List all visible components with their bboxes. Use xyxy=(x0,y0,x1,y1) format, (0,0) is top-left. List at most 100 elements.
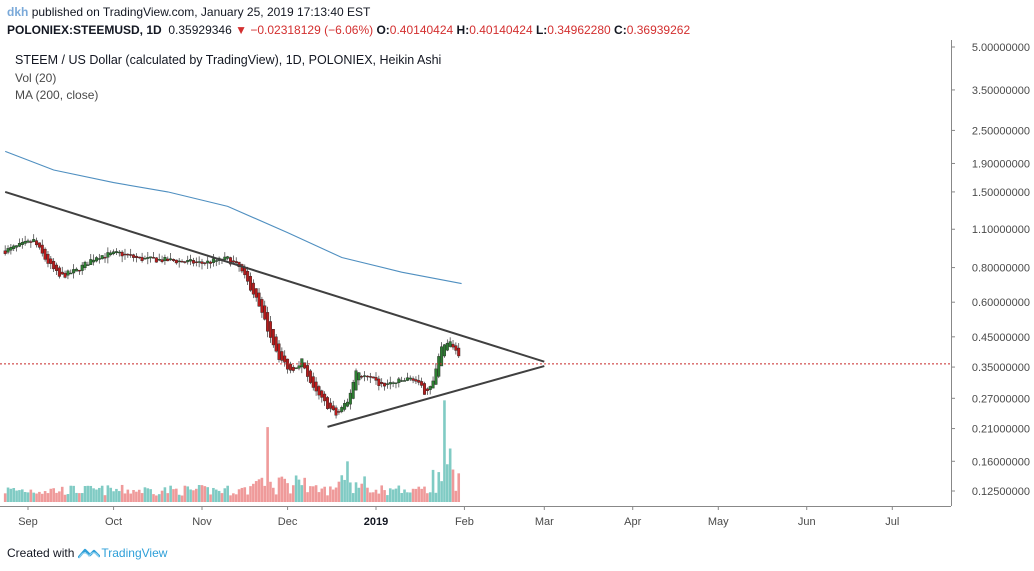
volume-bar xyxy=(43,491,47,502)
volume-bar xyxy=(451,469,455,502)
volume-bar xyxy=(454,490,458,502)
volume-bar xyxy=(40,493,44,502)
volume-bar xyxy=(52,488,55,502)
author-name[interactable]: dkh xyxy=(7,5,29,19)
candle-body xyxy=(260,299,264,313)
x-tick-label: May xyxy=(708,516,729,528)
candle-body xyxy=(69,272,73,275)
volume-bar xyxy=(303,477,306,502)
volume-bar xyxy=(363,476,366,502)
candle-body xyxy=(83,261,87,268)
volume-bar xyxy=(63,494,67,502)
volume-bar xyxy=(437,472,441,502)
volume-bar xyxy=(140,493,144,502)
candle-body xyxy=(191,260,195,264)
candle-body xyxy=(160,259,164,262)
volume-bar xyxy=(100,485,104,502)
candle-body xyxy=(132,254,136,258)
volume-bar xyxy=(311,486,315,502)
volume-bar xyxy=(18,490,21,502)
volume-bar xyxy=(377,493,381,502)
candle-body xyxy=(231,260,235,263)
volume-bar xyxy=(29,489,33,502)
low-label: L: xyxy=(535,23,548,37)
last-price: 0.35929346 xyxy=(168,23,232,37)
volume-bar xyxy=(260,477,264,502)
volume-bar xyxy=(12,488,16,502)
volume-bar xyxy=(309,486,312,502)
candle-body xyxy=(92,259,96,263)
volume-bar xyxy=(283,478,287,502)
volume-bar xyxy=(394,488,398,502)
candle-body xyxy=(431,380,435,389)
plot-background xyxy=(0,40,951,506)
candle-body xyxy=(40,244,44,254)
candle-body xyxy=(246,271,250,282)
y-tick-label: 0.21000000 xyxy=(972,424,1030,436)
candle-body xyxy=(43,248,47,260)
volume-bar xyxy=(58,491,61,502)
volume-bar xyxy=(411,488,415,502)
volume-bar xyxy=(431,469,435,502)
volume-bar xyxy=(357,487,361,502)
volume-bar xyxy=(135,491,138,502)
candle-body xyxy=(17,243,21,247)
candle-body xyxy=(334,407,338,416)
legend-title: STEEM / US Dollar (calculated by Trading… xyxy=(15,53,442,67)
candle-body xyxy=(411,378,415,381)
high-value: 0.40140424 xyxy=(469,23,533,37)
candle-body xyxy=(263,305,267,320)
candle-body xyxy=(451,343,455,348)
volume-bar xyxy=(212,487,215,502)
candle-body xyxy=(37,242,41,248)
high-label: H: xyxy=(456,23,470,37)
candle-body xyxy=(26,240,30,243)
candle-body xyxy=(457,347,461,357)
volume-bar xyxy=(371,492,375,502)
chart-area[interactable]: 5.00000000 3.50000000 2.50000000 1.90000000… xyxy=(0,40,1034,532)
legend-ma: MA (200, close) xyxy=(15,88,99,102)
legend-volume: Vol (20) xyxy=(15,71,57,85)
candle-body xyxy=(437,356,441,377)
volume-bar xyxy=(26,492,30,502)
y-tick-label: 0.16000000 xyxy=(972,456,1030,468)
candle-body xyxy=(326,397,330,409)
candle-body xyxy=(189,259,193,262)
candle-body xyxy=(314,381,318,392)
candle-body xyxy=(454,345,458,351)
candle-body xyxy=(297,365,301,369)
volume-bar xyxy=(86,485,90,502)
ma-200-line xyxy=(5,150,462,285)
volume-bar xyxy=(326,495,329,502)
y-tick-label: 1.10000000 xyxy=(972,224,1030,236)
price-chart[interactable]: 5.00000000 3.50000000 2.50000000 1.90000000… xyxy=(0,40,1034,532)
volume-bar xyxy=(115,488,118,502)
volume-bar xyxy=(314,485,318,502)
y-tick-label: 1.90000000 xyxy=(972,158,1030,170)
volume-bar xyxy=(9,488,13,502)
volume-bar xyxy=(340,475,344,502)
candle-body xyxy=(106,252,110,258)
tradingview-brand[interactable]: TradingView xyxy=(101,546,168,560)
candle-body xyxy=(280,351,284,361)
candle-body xyxy=(89,259,93,265)
symbol-label: POLONIEX:STEEMUSD, 1D xyxy=(7,23,162,37)
candle-body xyxy=(143,257,147,260)
y-tick-label: 0.12500000 xyxy=(972,486,1030,498)
candle-body xyxy=(343,403,347,410)
y-tick-label: 0.27000000 xyxy=(972,393,1030,405)
candle-body xyxy=(257,292,261,307)
candle-body xyxy=(388,382,392,385)
candle-body xyxy=(146,257,150,259)
volume-bar xyxy=(246,494,249,502)
volume-bar xyxy=(6,487,10,502)
volume-bar xyxy=(146,488,150,502)
candle-body xyxy=(149,256,153,259)
volume-bar xyxy=(457,473,461,502)
candle-body xyxy=(194,261,198,263)
volume-bar xyxy=(120,484,124,502)
volume-bar xyxy=(129,493,132,502)
volume-bar xyxy=(78,493,81,502)
volume-bar xyxy=(92,488,95,502)
x-tick-label: Feb xyxy=(455,516,474,528)
